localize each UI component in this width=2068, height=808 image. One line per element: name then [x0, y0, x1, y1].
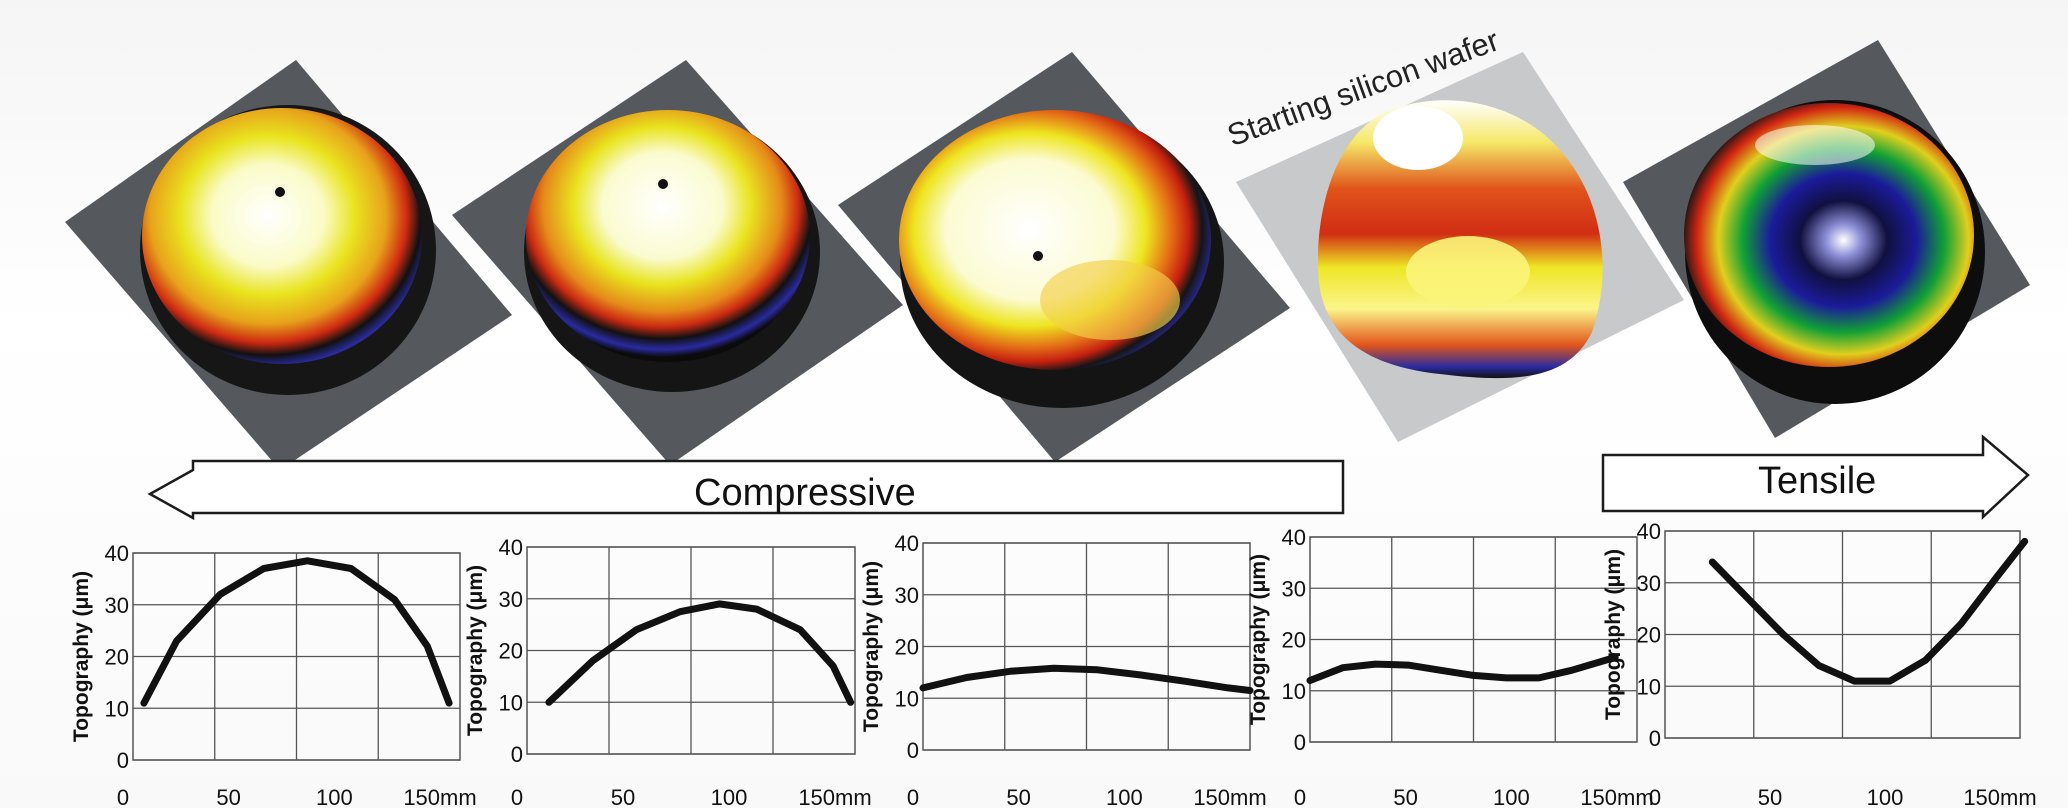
chart-3-ytick: 0 — [907, 738, 919, 763]
chart-1-xtick: 150mm — [403, 785, 476, 808]
chart-2-series-line — [545, 600, 855, 706]
chart-5-ytick: 10 — [1637, 674, 1661, 699]
chart-4-ylabel: Topography (μm) — [1247, 554, 1270, 725]
chart-2-ytick: 30 — [499, 587, 523, 612]
chart-5-xtick: 0 — [1649, 785, 1661, 808]
chart-5-ylabel: Topography (μm) — [1602, 549, 1625, 720]
chart-1-xtick: 0 — [117, 785, 129, 808]
chart-2-xtick: 0 — [511, 785, 523, 808]
chart-1-ytick: 40 — [105, 541, 129, 566]
chart-1-ytick: 20 — [105, 645, 129, 670]
chart-1-ytick: 30 — [105, 593, 129, 618]
chart-4-xtick: 0 — [1294, 785, 1306, 808]
chart-5-ytick: 40 — [1637, 519, 1661, 544]
chart-3-ytick: 10 — [895, 686, 919, 711]
chart-1-xtick: 50 — [216, 785, 240, 808]
chart-3-ytick: 40 — [895, 531, 919, 556]
wafer-map-3 — [838, 52, 1290, 462]
chart-3-xtick: 50 — [1006, 785, 1030, 808]
wafer-map-tensile — [1623, 40, 2030, 438]
chart-3-ytick: 30 — [895, 583, 919, 608]
chart-3-xtick: 100 — [1106, 785, 1143, 808]
chart-4-ytick: 20 — [1282, 628, 1306, 653]
chart-2-ytick: 10 — [499, 690, 523, 715]
stress-arrows — [147, 434, 2030, 521]
chart-2-xtick: 50 — [611, 785, 635, 808]
chart-2-ytick: 40 — [499, 535, 523, 560]
chart-5-ytick: 30 — [1637, 571, 1661, 596]
chart-1-ylabel: Topography (μm) — [70, 571, 93, 742]
chart-3-ytick: 20 — [895, 635, 919, 660]
chart-4-series-line — [1306, 653, 1619, 684]
chart-4-xtick: 150mm — [1580, 785, 1653, 808]
chart-2-xtick: 150mm — [798, 785, 871, 808]
chart-4-xtick: 50 — [1393, 785, 1417, 808]
chart-5-xtick: 50 — [1758, 785, 1782, 808]
chart-3-series-line — [919, 664, 1254, 694]
chart-4-ytick: 10 — [1282, 679, 1306, 704]
chart-5-ytick: 0 — [1649, 726, 1661, 751]
chart-4-xtick: 100 — [1493, 785, 1530, 808]
chart-4-ytick: 0 — [1294, 730, 1306, 755]
chart-3-xtick: 0 — [907, 785, 919, 808]
chart-5-series-line — [1708, 537, 2029, 685]
chart-1-series-line — [140, 557, 453, 707]
wafer-topography-maps — [65, 40, 2030, 470]
chart-1-ytick: 0 — [117, 748, 129, 773]
wafer-map-starting — [1236, 52, 1684, 442]
compressive-arrow — [147, 459, 1345, 521]
tensile-arrow — [1601, 434, 2030, 520]
chart-2-ytick: 0 — [511, 742, 523, 767]
chart-4-ytick: 30 — [1282, 576, 1306, 601]
chart-2-ytick: 20 — [499, 639, 523, 664]
wafer-map-2 — [452, 60, 903, 465]
tensile-label: Tensile — [1758, 460, 1877, 502]
compressive-label: Compressive — [694, 472, 916, 514]
chart-1-ytick: 10 — [105, 696, 129, 721]
chart-5-ytick: 20 — [1637, 623, 1661, 648]
chart-4-ytick: 40 — [1282, 525, 1306, 550]
chart-2-xtick: 100 — [711, 785, 748, 808]
chart-3-ylabel: Topography (μm) — [860, 561, 883, 732]
chart-3-xtick: 150mm — [1193, 785, 1266, 808]
chart-1-xtick: 100 — [316, 785, 353, 808]
chart-5-xtick: 150mm — [1963, 785, 2036, 808]
chart-2-ylabel: Topography (μm) — [464, 565, 487, 736]
wafer-map-1 — [65, 60, 512, 470]
chart-5-xtick: 100 — [1867, 785, 1904, 808]
